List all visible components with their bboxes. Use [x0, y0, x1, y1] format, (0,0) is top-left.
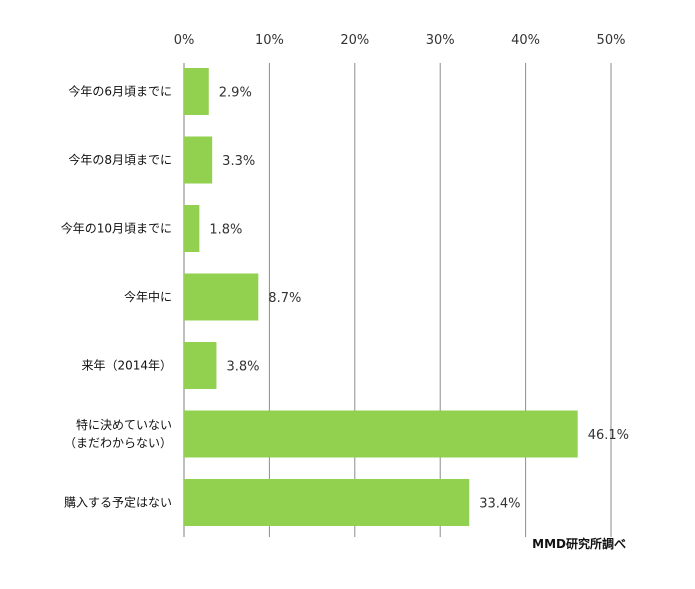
- bars: [184, 68, 578, 526]
- category-label: （まだわからない）: [64, 436, 172, 450]
- bar: [184, 205, 200, 252]
- bar: [184, 273, 259, 321]
- data-label: 1.8%: [209, 223, 242, 238]
- data-labels: 2.9% 3.3% 1.8% 8.7% 3.8% 46.1% 33.4%: [209, 86, 629, 512]
- bar: [184, 410, 578, 458]
- category-label: 購入する予定はない: [64, 495, 172, 510]
- x-tick-label: 30%: [426, 33, 455, 48]
- category-label: 今年の10月頃までに: [61, 221, 172, 236]
- data-label: 2.9%: [219, 86, 252, 101]
- bar: [184, 479, 470, 526]
- x-tick-label: 0%: [174, 33, 195, 48]
- data-label: 33.4%: [479, 497, 520, 512]
- x-tick-label: 10%: [255, 33, 284, 48]
- gridlines: [183, 63, 612, 537]
- x-axis-ticks: 0% 10% 20% 30% 40% 50%: [174, 33, 626, 48]
- x-tick-label: 20%: [340, 33, 369, 48]
- category-label: 今年の6月頃までに: [68, 84, 172, 99]
- category-label: 特に決めていない: [76, 417, 172, 432]
- data-label: 8.7%: [268, 291, 301, 306]
- bar: [184, 68, 209, 115]
- category-label: 今年の8月頃までに: [68, 152, 172, 167]
- category-label: 今年中に: [124, 289, 172, 304]
- data-label: 3.3%: [222, 154, 255, 169]
- data-label: 3.8%: [226, 360, 259, 375]
- category-label: 来年（2014年）: [81, 359, 172, 373]
- x-tick-label: 50%: [597, 33, 626, 48]
- bar: [184, 342, 217, 389]
- x-tick-label: 40%: [511, 33, 540, 48]
- category-labels: 今年の6月頃までに今年の8月頃までに今年の10月頃までに今年中に来年（2014年…: [61, 84, 172, 510]
- data-label: 46.1%: [588, 428, 629, 443]
- source-credit: MMD研究所調べ: [532, 536, 626, 551]
- bar: [184, 136, 213, 184]
